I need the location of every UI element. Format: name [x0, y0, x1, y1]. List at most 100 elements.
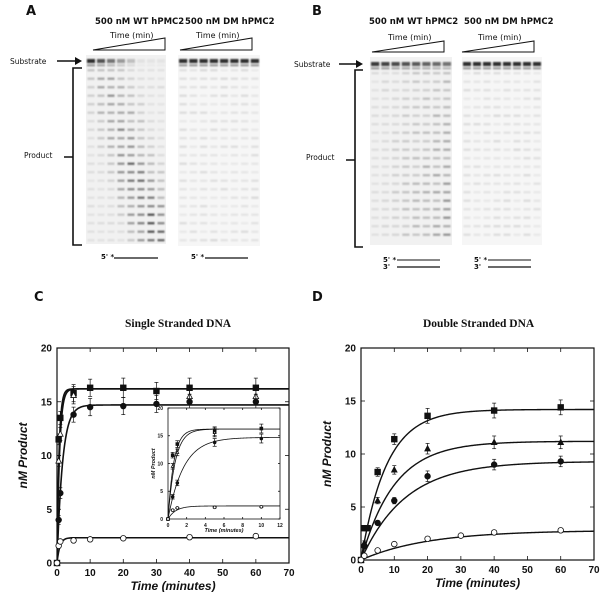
- product-band: [157, 69, 165, 72]
- product-band: [157, 137, 165, 140]
- substrate-band: [412, 62, 421, 66]
- gel-a-product-bracket: [64, 67, 82, 246]
- product-band: [157, 179, 165, 182]
- product-band: [117, 94, 125, 97]
- product-band: [147, 137, 155, 140]
- product-band: [220, 120, 228, 123]
- product-band: [402, 165, 410, 168]
- data-point: [457, 532, 465, 539]
- substrate-band: [209, 64, 218, 67]
- data-point: [70, 411, 77, 418]
- product-band: [433, 208, 441, 211]
- gel-a-product-label: Product: [24, 151, 53, 160]
- product-band: [422, 182, 430, 185]
- product-band: [147, 213, 155, 216]
- inset-series-open-circle: [166, 504, 264, 521]
- product-band: [533, 106, 541, 109]
- product-band: [230, 239, 238, 242]
- product-band: [433, 148, 441, 151]
- product-band: [433, 89, 441, 92]
- product-band: [200, 69, 208, 72]
- product-band: [189, 69, 197, 72]
- substrate-band: [401, 62, 410, 66]
- chart-d-fit-curve-filled-triangle: [361, 440, 594, 560]
- product-band: [523, 97, 531, 100]
- chart-d-x-tick-label: 0: [358, 565, 364, 576]
- product-band: [220, 77, 228, 80]
- product-band: [523, 106, 531, 109]
- chart-d-y-tick-label: 10: [345, 450, 357, 461]
- product-band: [179, 222, 187, 225]
- product-band: [157, 103, 165, 106]
- product-band: [493, 165, 501, 168]
- product-band: [381, 80, 389, 83]
- product-band: [473, 131, 481, 134]
- product-band: [127, 162, 135, 165]
- product-band: [422, 165, 430, 168]
- product-band: [371, 80, 379, 83]
- product-band: [127, 128, 135, 131]
- product-band: [87, 103, 95, 106]
- product-band: [251, 86, 259, 89]
- product-band: [241, 69, 249, 72]
- data-point: [361, 552, 368, 559]
- product-band: [179, 239, 187, 242]
- product-band: [230, 222, 238, 225]
- product-band: [422, 97, 430, 100]
- data-point: [557, 527, 564, 534]
- data-point: [391, 497, 398, 504]
- product-band: [371, 216, 379, 219]
- product-band: [210, 94, 218, 97]
- product-band: [157, 145, 165, 148]
- data-point: [186, 534, 193, 541]
- product-band: [493, 140, 501, 143]
- product-band: [371, 97, 379, 100]
- chart-d-y-tick-label: 20: [345, 344, 357, 355]
- data-point: [55, 456, 63, 464]
- data-point: [259, 426, 264, 431]
- product-band: [107, 179, 115, 182]
- product-band: [241, 145, 249, 148]
- product-band: [381, 225, 389, 228]
- product-band: [220, 154, 228, 157]
- gel-a-dm-strand-label: 5' *: [191, 253, 205, 261]
- product-band: [513, 157, 521, 160]
- substrate-band: [401, 67, 410, 70]
- product-band: [137, 213, 145, 216]
- product-band: [473, 140, 481, 143]
- product-band: [493, 114, 501, 117]
- data-point: [86, 384, 94, 391]
- product-band: [97, 86, 105, 89]
- product-band: [412, 123, 420, 126]
- chart-c-y-tick-label: 20: [41, 344, 53, 355]
- product-band: [523, 182, 531, 185]
- product-band: [371, 140, 379, 143]
- gel-a-dm-time-wedge: [179, 37, 253, 51]
- product-band: [220, 222, 228, 225]
- product-band: [443, 208, 451, 211]
- product-band: [402, 72, 410, 75]
- product-band: [503, 165, 511, 168]
- product-band: [157, 171, 165, 174]
- inset-y-tick-label: 0: [160, 517, 163, 523]
- product-band: [463, 208, 471, 211]
- substrate-band: [117, 59, 125, 63]
- product-band: [381, 208, 389, 211]
- product-band: [493, 225, 501, 228]
- substrate-band: [432, 67, 441, 70]
- product-band: [230, 162, 238, 165]
- chart-d-x-tick-label: 40: [489, 565, 501, 576]
- product-band: [443, 216, 451, 219]
- product-band: [147, 128, 155, 131]
- product-band: [220, 145, 228, 148]
- product-band: [179, 128, 187, 131]
- product-band: [422, 123, 430, 126]
- product-band: [381, 233, 389, 236]
- product-band: [513, 216, 521, 219]
- product-band: [443, 89, 451, 92]
- product-band: [412, 114, 420, 117]
- data-point: [57, 489, 64, 497]
- product-band: [523, 208, 531, 211]
- data-point: [252, 398, 260, 405]
- product-band: [503, 89, 511, 92]
